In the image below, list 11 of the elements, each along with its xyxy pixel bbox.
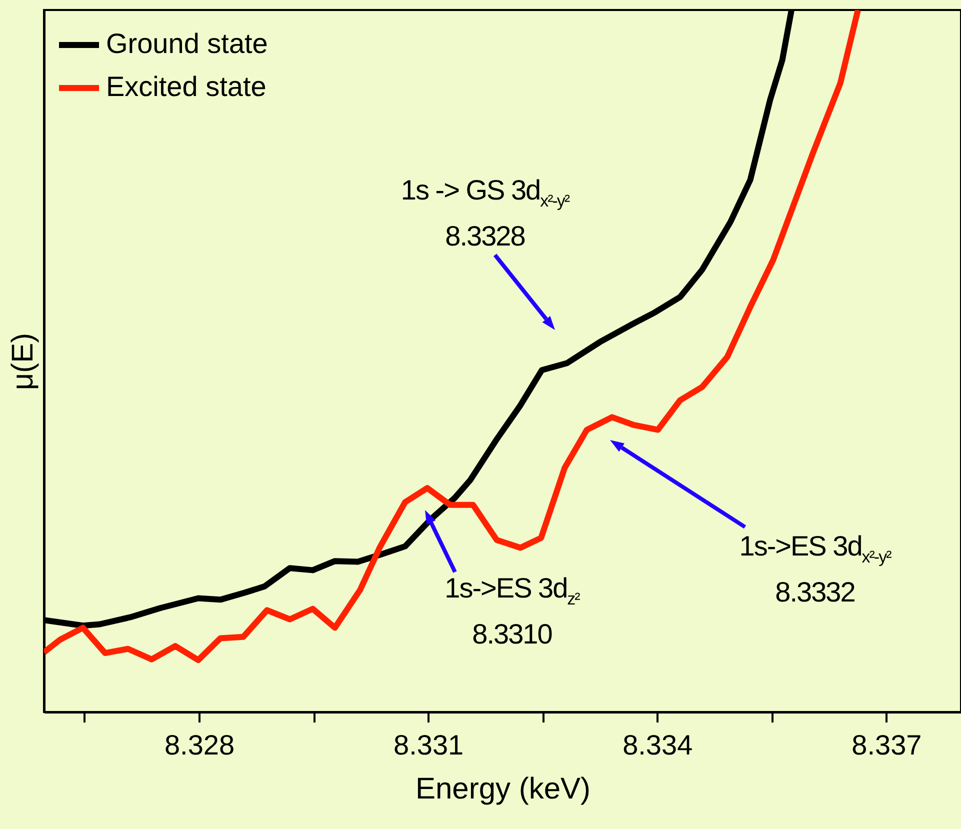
legend-label: Ground state [106,28,268,59]
x-tick-label: 8.334 [622,730,693,760]
x-axis-title: Energy (keV) [415,772,591,806]
x-tick-label: 8.337 [852,730,922,760]
legend-label: Excited state [106,71,266,102]
annotation: 1s->ES 3d$_{z²}$ 8.3310 [444,572,580,652]
annotation: 1s -> GS 3d$_{x²-y²}$ 8.3328 [400,174,570,254]
x-tick-label: 8.331 [394,730,464,760]
annotation: 1s->ES 3d$_{x²-y²}$ 8.3332 [739,530,891,610]
x-tick-label: 8.328 [164,730,235,760]
y-axis-title: μ(E) [6,332,40,390]
